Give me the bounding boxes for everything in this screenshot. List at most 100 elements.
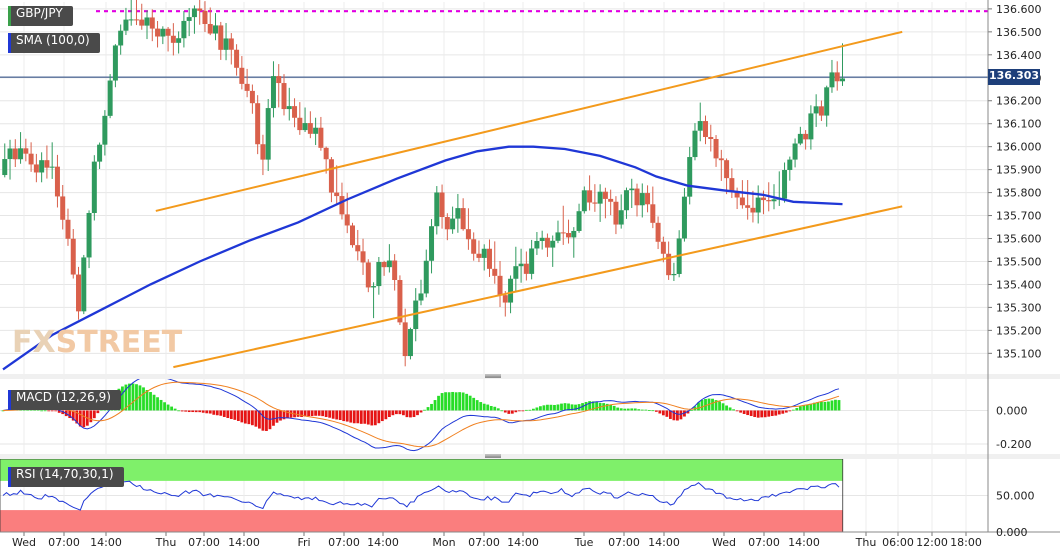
macd-histogram-bar: [834, 399, 837, 411]
macd-histogram-bar: [546, 404, 549, 411]
macd-histogram-bar: [451, 391, 455, 411]
candle-body: [155, 28, 161, 37]
price-candles: [2, 0, 845, 367]
candle-body: [371, 286, 377, 288]
time-tick-label: 07:00: [188, 536, 220, 549]
macd-histogram-bar: [823, 401, 827, 411]
macd-tick-label: -0.200: [996, 438, 1031, 451]
candle-body: [729, 178, 735, 192]
macd-histogram-bar: [142, 387, 145, 411]
macd-histogram-bar: [820, 401, 823, 411]
macd-histogram: [1, 383, 841, 431]
macd-histogram-bar: [205, 410, 209, 414]
price-tick-label: 135.400: [996, 278, 1042, 291]
macd-histogram-bar: [686, 410, 690, 414]
macd-histogram-bar: [254, 410, 258, 427]
candle-body: [660, 241, 666, 254]
candle-body: [650, 204, 656, 223]
price-tick-label: 135.200: [996, 324, 1042, 337]
candle-body: [550, 240, 556, 248]
candle-body: [581, 190, 587, 212]
macd-histogram-bar: [402, 410, 405, 416]
macd-histogram-bar: [352, 410, 356, 424]
macd-histogram-bar: [570, 404, 574, 411]
macd-histogram-bar: [791, 409, 795, 411]
macd-histogram-bar: [226, 410, 230, 418]
macd-histogram-bar: [366, 410, 370, 425]
macd-label: MACD (12,26,9): [8, 390, 121, 410]
macd-histogram-bar: [809, 403, 813, 411]
macd-histogram-bar: [47, 410, 51, 412]
price-tick-label: 136.600: [996, 3, 1042, 16]
candle-body: [486, 248, 492, 269]
candle-body: [623, 190, 629, 211]
candle-body: [218, 25, 224, 50]
macd-histogram-bar: [233, 410, 237, 420]
macd-histogram-bar: [416, 410, 419, 416]
candle-body: [471, 239, 477, 254]
candle-body: [497, 275, 503, 296]
macd-tick-label: 0.000: [996, 404, 1028, 417]
candle-body: [792, 143, 798, 160]
time-tick-label: 07:00: [748, 536, 780, 549]
candle-body: [102, 115, 108, 145]
macd-histogram-bar: [426, 407, 430, 411]
candle-body: [118, 30, 124, 46]
candle-body: [592, 202, 598, 204]
time-tick-label: Thu: [855, 536, 877, 549]
sma-line: [2, 145, 843, 371]
macd-histogram-bar: [584, 401, 588, 411]
price-tick-label: 136.500: [996, 26, 1042, 39]
macd-histogram-bar: [240, 410, 244, 423]
time-tick-label: Thu: [155, 536, 177, 549]
macd-histogram-bar: [258, 410, 261, 429]
candle-body: [307, 123, 313, 134]
macd-histogram-bar: [50, 410, 54, 412]
candle-body: [112, 45, 118, 81]
price-tick-label: 136.000: [996, 141, 1042, 154]
time-tick-label: 07:00: [48, 536, 80, 549]
sma-label: SMA (100,0): [8, 33, 100, 53]
macd-histogram-bar: [43, 410, 47, 412]
candle-body: [797, 133, 803, 144]
channel-lower-line: [173, 205, 903, 369]
candle-body: [513, 266, 519, 279]
macd-histogram-bar: [219, 410, 223, 416]
macd-histogram-bar: [328, 410, 332, 418]
macd-histogram-bar: [665, 410, 669, 417]
candle-body: [54, 166, 60, 197]
candle-body: [228, 38, 234, 50]
macd-histogram-bar: [265, 410, 268, 431]
macd-histogram-bar: [412, 410, 416, 418]
x-axis-labels: Wed 07:00 14:00 Thu 07:00 14:00 Fri 07:00 14:00 M…: [12, 536, 982, 549]
macd-histogram-bar: [496, 408, 500, 411]
candle-body: [197, 8, 203, 11]
candle-body: [223, 38, 229, 50]
macd-histogram-bar: [166, 404, 170, 411]
candle-body: [397, 279, 403, 323]
time-tick-label: Wed: [712, 536, 736, 549]
candle-body: [313, 127, 319, 134]
macd-histogram-bar: [763, 410, 767, 418]
macd-histogram-bar: [827, 401, 830, 411]
candle-body: [281, 83, 287, 110]
macd-histogram-bar: [475, 400, 479, 411]
macd-histogram-bar: [514, 410, 518, 413]
time-tick-label: 07:00: [468, 536, 500, 549]
candle-body: [808, 113, 814, 140]
candle-body: [39, 160, 45, 173]
y-axis-labels: 136.600136.500136.400136.300136.200136.1…: [996, 3, 1042, 539]
candle-body: [518, 263, 524, 267]
macd-histogram-bar: [563, 403, 567, 411]
macd-histogram-bar: [198, 410, 202, 413]
macd-histogram-bar: [296, 410, 300, 417]
macd-histogram-bar: [528, 409, 532, 411]
macd-histogram-bar: [602, 403, 606, 411]
macd-histogram-bar: [156, 397, 159, 411]
macd-histogram-bar: [78, 410, 82, 427]
macd-histogram-bar: [742, 410, 746, 414]
time-tick-label: 07:00: [608, 536, 640, 549]
symbol-text: GBP/JPY: [16, 6, 63, 20]
candle-body: [355, 245, 361, 252]
